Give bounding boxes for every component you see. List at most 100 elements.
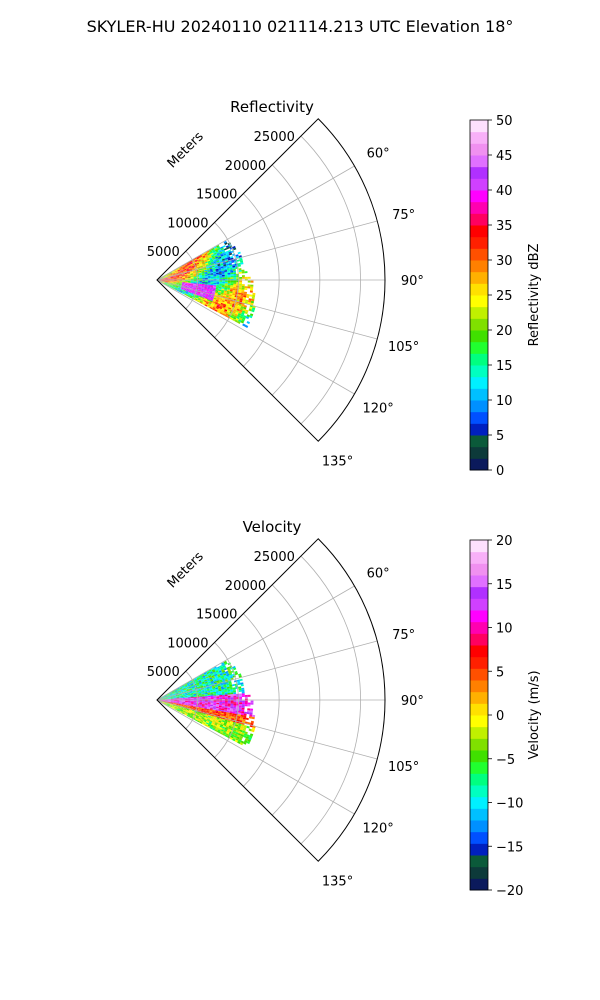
field-cell xyxy=(201,270,205,272)
field-cell xyxy=(181,284,185,287)
field-cell xyxy=(169,705,173,708)
field-cell xyxy=(230,277,234,279)
field-cell xyxy=(173,276,177,278)
field-cell xyxy=(201,717,205,721)
field-cell xyxy=(185,686,189,689)
field-cell xyxy=(206,269,210,271)
field-cell xyxy=(216,298,220,301)
field-cell xyxy=(188,711,192,714)
field-cell xyxy=(172,272,176,274)
field-cell xyxy=(207,701,211,703)
field-cell xyxy=(181,273,185,275)
field-cell xyxy=(206,670,210,674)
field-cell xyxy=(224,283,228,285)
field-cell xyxy=(227,692,231,695)
field-cell xyxy=(191,712,195,715)
field-cell xyxy=(219,275,223,277)
field-cell xyxy=(204,717,208,720)
field-cell xyxy=(239,735,244,739)
field-cell xyxy=(227,283,231,286)
field-cell xyxy=(239,282,243,285)
field-cell xyxy=(164,696,168,698)
field-cell xyxy=(187,704,191,706)
field-cell xyxy=(240,314,244,317)
field-cell xyxy=(193,281,197,282)
field-cell xyxy=(232,736,237,740)
field-cell xyxy=(185,687,189,690)
field-cell xyxy=(184,695,188,697)
field-cell xyxy=(222,313,226,316)
field-cell xyxy=(234,725,238,729)
field-cell xyxy=(164,276,168,278)
field-cell xyxy=(205,715,209,717)
field-cell xyxy=(177,288,181,291)
field-cell xyxy=(198,693,202,695)
colorbar-segment xyxy=(470,703,488,716)
field-cell xyxy=(173,281,177,283)
field-cell xyxy=(161,282,165,284)
field-cell xyxy=(176,280,180,282)
field-cell xyxy=(212,250,216,253)
field-cell xyxy=(176,278,180,280)
field-cell xyxy=(209,257,213,260)
field-cell xyxy=(182,697,186,699)
field-cell xyxy=(173,703,177,705)
field-cell xyxy=(221,287,225,289)
field-cell xyxy=(170,278,174,280)
field-cell xyxy=(196,683,200,686)
field-cell xyxy=(199,274,202,276)
field-cell xyxy=(221,298,226,301)
field-cell xyxy=(188,266,192,268)
field-cell xyxy=(161,277,165,279)
field-cell xyxy=(210,259,214,262)
field-cell xyxy=(227,269,231,272)
field-cell xyxy=(241,287,245,290)
field-cell xyxy=(226,712,230,715)
field-cell xyxy=(199,278,203,280)
field-cell xyxy=(205,301,210,304)
field-cell xyxy=(184,265,188,268)
field-cell xyxy=(249,714,253,717)
colorbar-segment xyxy=(470,551,488,564)
field-cell xyxy=(203,290,207,292)
colorbar-segment xyxy=(470,796,488,809)
field-cell xyxy=(241,724,245,727)
field-cell xyxy=(205,280,208,282)
field-cell xyxy=(207,718,211,721)
field-cell xyxy=(213,305,217,309)
field-cell xyxy=(195,261,199,264)
field-cell xyxy=(197,718,201,721)
field-cell xyxy=(180,288,184,290)
field-cell xyxy=(213,274,217,276)
field-cell xyxy=(181,703,185,705)
field-cell xyxy=(185,267,189,270)
field-cell xyxy=(181,691,184,693)
field-cell xyxy=(223,265,227,268)
field-cell xyxy=(206,711,210,714)
field-cell xyxy=(183,707,187,710)
field-cell xyxy=(162,700,166,702)
field-cell xyxy=(203,299,207,302)
field-cell xyxy=(216,297,220,300)
field-cell xyxy=(198,261,202,264)
field-cell xyxy=(223,723,227,727)
field-cell xyxy=(183,690,187,692)
field-cell xyxy=(203,265,207,268)
field-cell xyxy=(191,711,195,714)
field-cell xyxy=(172,286,175,289)
field-cell xyxy=(170,702,174,704)
field-cell xyxy=(231,714,235,718)
field-cell xyxy=(179,290,183,293)
field-cell xyxy=(176,275,180,277)
field-cell xyxy=(226,710,230,713)
field-cell xyxy=(187,278,191,279)
field-cell xyxy=(175,274,179,276)
field-cell xyxy=(206,266,210,269)
field-cell xyxy=(232,291,236,294)
field-cell xyxy=(187,697,191,699)
field-cell xyxy=(174,269,177,272)
field-cell xyxy=(176,289,180,292)
field-cell xyxy=(202,301,206,305)
field-cell xyxy=(190,283,194,285)
field-cell xyxy=(218,678,222,681)
